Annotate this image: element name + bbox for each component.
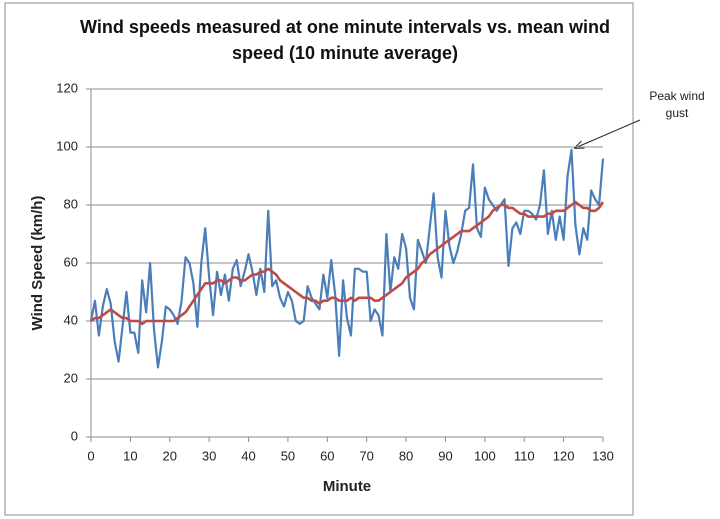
y-tick-label: 100 bbox=[56, 138, 78, 153]
x-tick-label: 100 bbox=[474, 448, 496, 463]
y-tick-label: 20 bbox=[64, 370, 78, 385]
x-axis-label: Minute bbox=[323, 478, 371, 495]
x-tick-label: 50 bbox=[281, 448, 295, 463]
y-tick-label: 40 bbox=[64, 312, 78, 327]
y-tick-label: 80 bbox=[64, 196, 78, 211]
chart-border bbox=[4, 2, 634, 516]
annotation: Peak wind gust bbox=[649, 89, 705, 120]
x-tick-label: 40 bbox=[241, 448, 255, 463]
x-tick-label: 60 bbox=[320, 448, 334, 463]
x-tick-label: 120 bbox=[553, 448, 575, 463]
y-tick-label: 0 bbox=[71, 428, 78, 443]
x-tick-label: 0 bbox=[87, 448, 94, 463]
x-tick-label: 20 bbox=[163, 448, 177, 463]
y-tick-label: 60 bbox=[64, 254, 78, 269]
series-line bbox=[90, 200, 605, 326]
y-tick-label: 120 bbox=[56, 80, 78, 95]
series-line bbox=[89, 148, 605, 369]
x-tick-label: 90 bbox=[438, 448, 452, 463]
x-tick-label: 130 bbox=[592, 448, 614, 463]
y-axis-label: Wind Speed (km/h) bbox=[29, 196, 46, 331]
x-tick-label: 110 bbox=[514, 448, 535, 463]
x-tick-label: 80 bbox=[399, 448, 413, 463]
x-tick-label: 30 bbox=[202, 448, 216, 463]
chart-title: Wind speeds measured at one minute inter… bbox=[80, 17, 610, 63]
x-tick-label: 70 bbox=[359, 448, 373, 463]
x-tick-label: 10 bbox=[123, 448, 137, 463]
annotation-arrow bbox=[575, 119, 641, 148]
